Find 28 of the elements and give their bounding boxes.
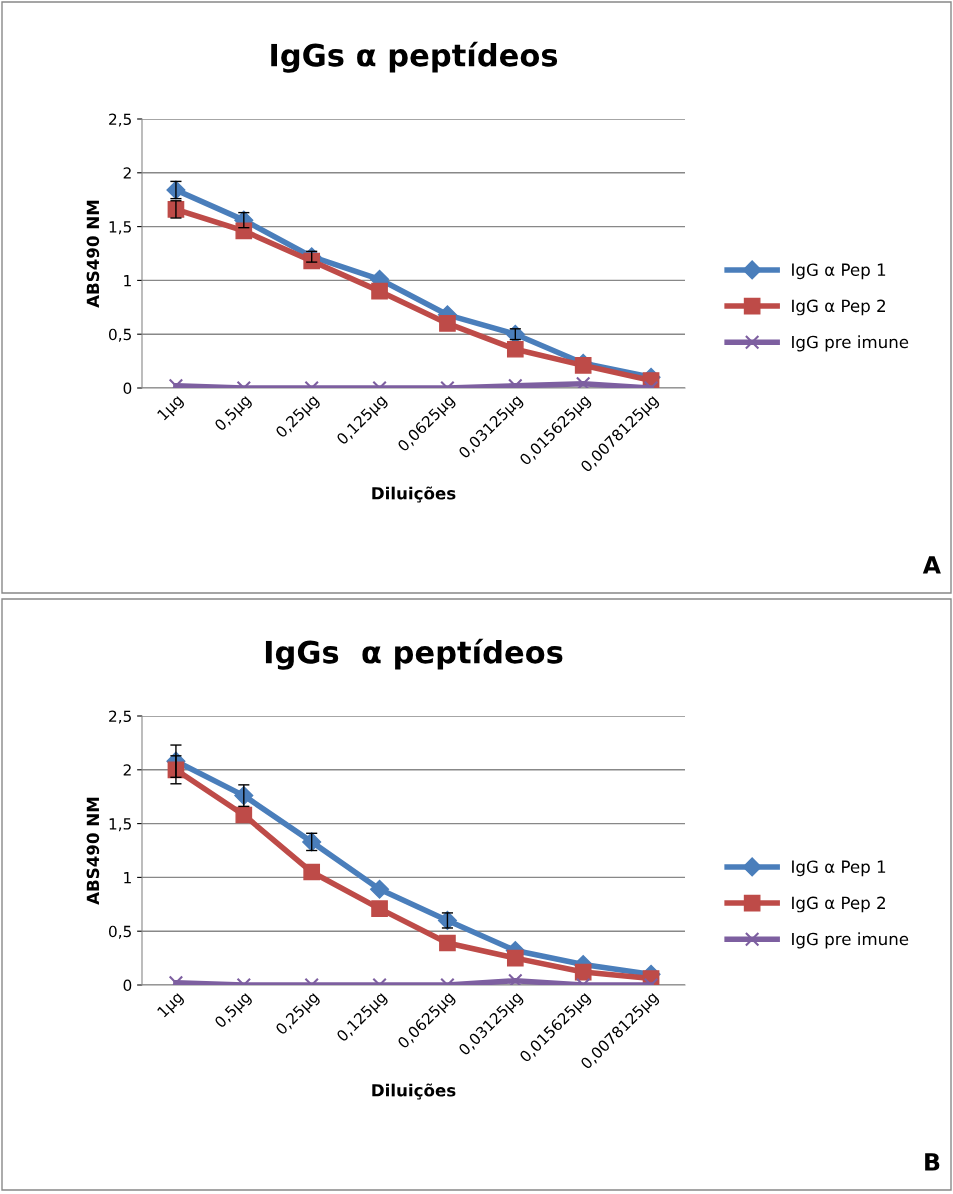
x-axis-title: Diluições	[372, 1083, 456, 1100]
x-tick-label: 1µg	[156, 991, 186, 1020]
y-tick-label: 1	[124, 275, 131, 287]
text: A	[922, 556, 941, 574]
legend-label: IgG α Pep 2	[792, 299, 885, 316]
chart-title: IgGs α peptídeos	[265, 638, 563, 670]
legend-label: IgG α Pep 2	[792, 896, 885, 913]
y-tick-label: 1,5	[109, 818, 131, 832]
y-axis-title: ABS490 NM	[86, 797, 100, 905]
y-tick-label: 0	[123, 382, 132, 395]
legend-label: IgG pre imune	[792, 932, 909, 949]
y-tick-label: 1	[124, 872, 131, 884]
y-tick-label: 1,5	[109, 221, 131, 235]
chart-title: IgGs α peptídeos	[271, 41, 558, 73]
text: B	[925, 1153, 940, 1171]
legend-label: IgG pre imune	[792, 335, 909, 352]
y-tick-label: 2,5	[109, 710, 131, 724]
y-tick-label: 2	[123, 764, 131, 776]
y-axis-title: ABS490 NM	[86, 200, 100, 308]
legend-label: IgG α Pep 1	[792, 860, 886, 877]
y-tick-label: 0,5	[108, 925, 131, 939]
y-tick-label: 2	[123, 167, 131, 179]
x-tick-label: 1µg	[156, 394, 186, 423]
y-tick-label: 0	[123, 979, 132, 992]
x-axis-title: Diluições	[372, 486, 456, 503]
y-tick-label: 0,5	[108, 328, 131, 342]
legend-label: IgG α Pep 1	[792, 263, 886, 280]
y-tick-label: 2,5	[109, 113, 131, 127]
